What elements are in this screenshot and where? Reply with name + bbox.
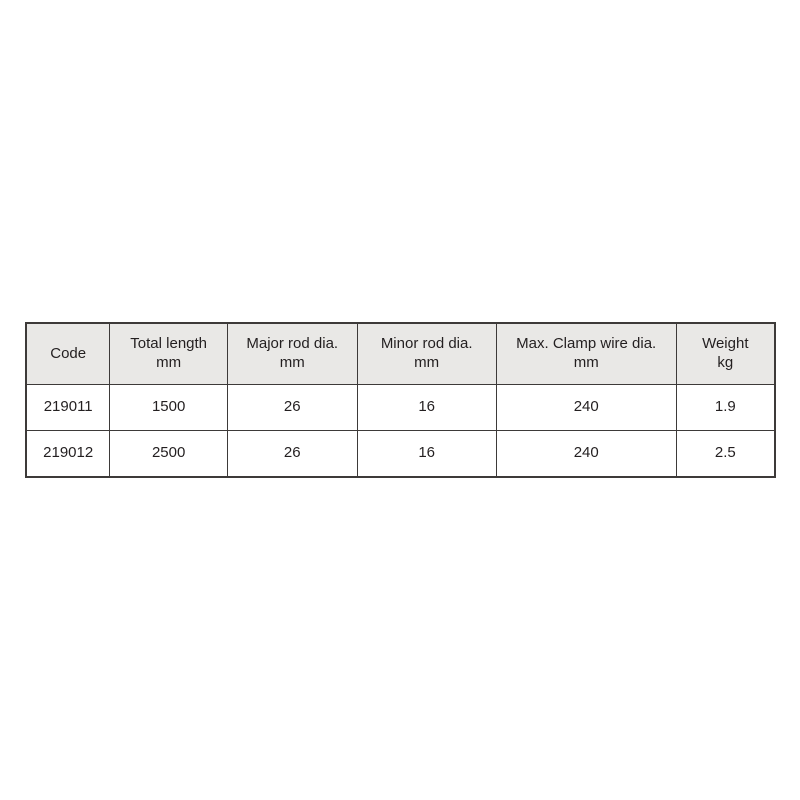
column-header-unit: mm: [279, 354, 305, 371]
column-header-minor_rod_dia_mm: Minor rod dia. mm: [356, 322, 497, 385]
cell-total_length_mm: 1500: [109, 384, 228, 431]
column-header-weight_kg: Weight kg: [675, 322, 776, 385]
column-header-code: Code: [25, 322, 111, 385]
spec-table-body: 219011 1500 26 16 240 1.9 219012 2500 26 16 240 2.5: [25, 384, 776, 478]
column-header-unit: mm: [414, 354, 440, 371]
column-header-unit: mm: [156, 354, 182, 371]
spec-table-container: Code Total length mm Major rod dia. mm Minor …: [25, 322, 776, 478]
product-spec-table: Code Total length mm Major rod dia. mm Minor …: [25, 322, 776, 478]
cell-minor_rod_dia_mm: 16: [356, 430, 497, 478]
header-row: Code Total length mm Major rod dia. mm Minor …: [25, 322, 776, 385]
column-header-major_rod_dia_mm: Major rod dia. mm: [226, 322, 358, 385]
cell-code: 219012: [25, 430, 111, 478]
column-header-label: Weight: [702, 335, 749, 353]
table-row: 219012 2500 26 16 240 2.5: [25, 430, 776, 478]
cell-weight_kg: 2.5: [675, 430, 776, 478]
column-header-label: Max. Clamp wire dia.: [516, 335, 657, 353]
cell-major_rod_dia_mm: 26: [226, 384, 358, 431]
cell-max_clamp_wire_dia_mm: 240: [495, 430, 677, 478]
column-header-unit: mm: [573, 354, 599, 371]
cell-max_clamp_wire_dia_mm: 240: [495, 384, 677, 431]
column-header-label: Total length: [130, 335, 208, 353]
column-header-label: Major rod dia.: [246, 335, 339, 353]
column-header-max_clamp_wire_dia_mm: Max. Clamp wire dia. mm: [495, 322, 677, 385]
cell-weight_kg: 1.9: [675, 384, 776, 431]
table-row: 219011 1500 26 16 240 1.9: [25, 384, 776, 431]
column-header-total_length_mm: Total length mm: [109, 322, 228, 385]
cell-code: 219011: [25, 384, 111, 431]
cell-total_length_mm: 2500: [109, 430, 228, 478]
cell-minor_rod_dia_mm: 16: [356, 384, 497, 431]
column-header-label: Minor rod dia.: [380, 335, 473, 353]
column-header-label: Code: [50, 344, 87, 362]
spec-table-header: Code Total length mm Major rod dia. mm Minor …: [25, 322, 776, 385]
cell-major_rod_dia_mm: 26: [226, 430, 358, 478]
column-header-unit: kg: [717, 354, 734, 371]
